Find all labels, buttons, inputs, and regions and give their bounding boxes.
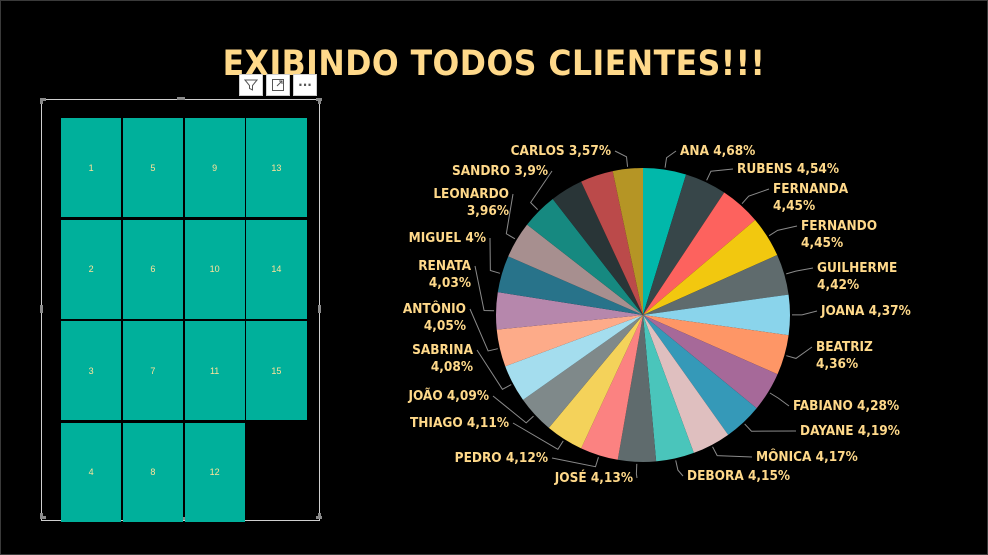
pie-label: MÔNICA 4,17% xyxy=(756,449,858,465)
resize-handle[interactable] xyxy=(40,513,43,519)
pie-label: BEATRIZ 4,36% xyxy=(816,339,873,372)
pie-slice-guilherme[interactable] xyxy=(643,255,789,315)
leader-line xyxy=(675,460,684,477)
tile-12[interactable]: 12 xyxy=(184,422,245,522)
pie-slice-mônica[interactable] xyxy=(643,315,729,453)
pie-label: FERNANDA 4,45% xyxy=(773,181,849,214)
tile-9[interactable]: 9 xyxy=(184,118,245,217)
pie-label: JOSÉ 4,13% xyxy=(554,470,633,486)
resize-handle[interactable] xyxy=(318,98,321,104)
tile-10[interactable]: 10 xyxy=(184,219,245,319)
pie-label: ANA 4,68% xyxy=(680,143,756,159)
leader-line xyxy=(786,267,814,275)
tile-3[interactable]: 3 xyxy=(61,321,122,420)
resize-handle[interactable] xyxy=(40,305,43,313)
resize-handle[interactable] xyxy=(318,513,321,519)
pie-slice-sandro[interactable] xyxy=(527,198,643,315)
leader-line xyxy=(786,346,813,359)
pie-slice-dayane[interactable] xyxy=(643,315,757,435)
pie-label: JOANA 4,37% xyxy=(821,303,911,319)
pie-slice-beatriz[interactable] xyxy=(643,315,789,375)
tile-6[interactable]: 6 xyxy=(122,219,183,319)
pie-label: CARLOS 3,57% xyxy=(510,143,611,159)
pie-slice-debora[interactable] xyxy=(643,315,694,462)
pie-slice-renata[interactable] xyxy=(495,292,643,330)
leader-line xyxy=(768,225,798,237)
pie-slice-josé[interactable] xyxy=(617,315,657,462)
leader-line xyxy=(706,168,734,181)
resize-handle[interactable] xyxy=(177,97,185,100)
pie-slice-sabrina[interactable] xyxy=(505,315,643,400)
resize-handle[interactable] xyxy=(318,305,321,313)
pie-label: RUBENS 4,54% xyxy=(737,161,840,177)
leader-line xyxy=(469,308,498,352)
pie-label: FABIANO 4,28% xyxy=(793,398,900,414)
pie-slice-thiago[interactable] xyxy=(548,315,643,449)
leader-line xyxy=(529,170,553,210)
pie-label: SABRINA 4,08% xyxy=(412,342,473,375)
pie-slice-fernando[interactable] xyxy=(643,219,778,315)
leader-line xyxy=(614,150,629,167)
pie-slice-pedro[interactable] xyxy=(581,315,643,460)
leader-line xyxy=(791,310,818,316)
tile-4[interactable]: 4 xyxy=(61,422,122,522)
leader-line xyxy=(551,457,599,468)
resize-handle[interactable] xyxy=(40,98,43,104)
pie-slice-ana[interactable] xyxy=(643,168,687,315)
pie-slice-fabiano[interactable] xyxy=(643,315,778,409)
pie-label: LEONARDO 3,96% xyxy=(433,186,509,219)
tile-15[interactable]: 15 xyxy=(246,321,307,420)
pie-slice-leonardo[interactable] xyxy=(508,224,643,315)
pie-label: SANDRO 3,9% xyxy=(452,163,548,179)
tile-5[interactable]: 5 xyxy=(122,118,183,217)
more-options-label: ··· xyxy=(298,78,312,92)
tile-8[interactable]: 8 xyxy=(122,422,183,522)
pie-slice-joão[interactable] xyxy=(522,315,643,428)
pie-label: DAYANE 4,19% xyxy=(800,423,900,439)
pie-slice-antônio[interactable] xyxy=(496,315,643,367)
leader-line xyxy=(712,446,753,458)
leader-line xyxy=(512,422,564,450)
leader-line xyxy=(474,265,495,312)
pie-slice-rubens[interactable] xyxy=(643,174,725,315)
focus-mode-icon[interactable] xyxy=(266,74,290,96)
pie-label: RENATA 4,03% xyxy=(418,258,471,291)
tile-2[interactable]: 2 xyxy=(61,219,122,319)
pie-slice-miguel[interactable] xyxy=(497,256,643,315)
resize-handle[interactable] xyxy=(40,516,46,519)
leader-line xyxy=(664,150,677,168)
pie-label: MIGUEL 4% xyxy=(408,230,486,246)
pie-label: JOÃO 4,09% xyxy=(408,388,489,404)
tile-13[interactable]: 13 xyxy=(246,118,307,217)
pie-label: ANTÔNIO 4,05% xyxy=(402,301,466,334)
filter-icon[interactable] xyxy=(239,74,263,96)
pie-slice[interactable] xyxy=(612,168,643,315)
tile-14[interactable]: 14 xyxy=(246,219,307,319)
visual-header-toolbar: ··· xyxy=(239,74,317,96)
resize-handle[interactable] xyxy=(40,98,46,101)
leader-line xyxy=(492,395,534,424)
pie-slice-joana[interactable] xyxy=(643,294,790,336)
leader-line xyxy=(489,237,501,274)
pie-slice[interactable] xyxy=(581,171,643,315)
pie-label: PEDRO 4,12% xyxy=(454,450,548,466)
leader-line xyxy=(505,193,516,240)
leader-line xyxy=(769,392,790,407)
tile-1[interactable]: 1 xyxy=(61,118,122,217)
tile-7[interactable]: 7 xyxy=(122,321,183,420)
pie-slice-fernanda[interactable] xyxy=(643,192,756,315)
pie-label: DEBORA 4,15% xyxy=(687,468,791,484)
leader-line xyxy=(635,463,638,479)
pie-slice-carlos[interactable] xyxy=(552,181,643,315)
tile-11[interactable]: 11 xyxy=(184,321,245,420)
more-options-icon[interactable]: ··· xyxy=(293,74,317,96)
leader-line xyxy=(744,423,797,432)
leader-line xyxy=(741,188,770,204)
pie-label: FERNANDO 4,45% xyxy=(801,218,878,251)
pie-label: THIAGO 4,11% xyxy=(409,415,509,431)
pie-label: GUILHERME 4,42% xyxy=(817,260,898,293)
leader-line xyxy=(476,349,512,390)
